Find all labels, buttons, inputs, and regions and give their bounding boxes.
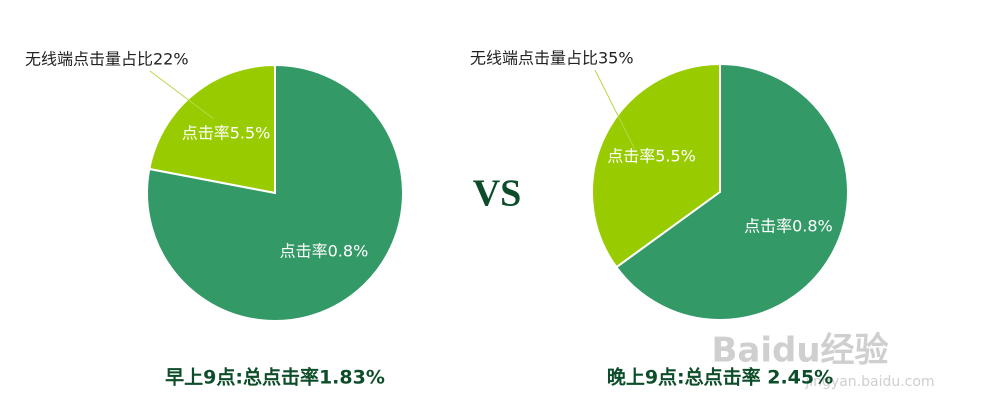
slice-label: 点击率0.8% bbox=[280, 242, 369, 261]
pie-caption: 晚上9点:总点击率 2.45% bbox=[607, 366, 833, 389]
pie-slice bbox=[591, 62, 721, 269]
slice-label: 点击率5.5% bbox=[607, 147, 696, 166]
leader-line bbox=[149, 70, 215, 120]
pie-slice bbox=[148, 63, 276, 195]
watermark-url: jingyan.baidu.com bbox=[804, 374, 934, 390]
separator: VS bbox=[473, 173, 522, 215]
annotation: 无线端点击量占比22% bbox=[25, 50, 189, 69]
pie-slice bbox=[146, 63, 404, 322]
pie-slice bbox=[615, 62, 849, 321]
annotation: 无线端点击量占比35% bbox=[470, 49, 634, 68]
slice-label: 点击率5.5% bbox=[182, 123, 271, 142]
watermark-brand: Baidu经验 bbox=[711, 331, 888, 371]
slice-label: 点击率0.8% bbox=[744, 216, 833, 235]
pie-caption: 早上9点:总点击率1.83% bbox=[165, 366, 385, 389]
leader-line bbox=[594, 69, 635, 149]
